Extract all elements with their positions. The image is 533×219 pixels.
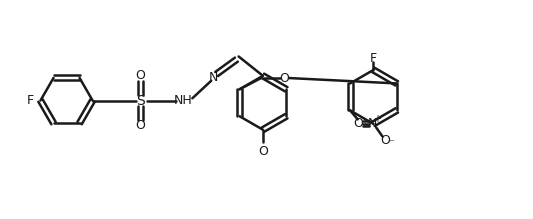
Text: O: O xyxy=(258,145,268,158)
Text: O: O xyxy=(136,69,146,82)
Text: O: O xyxy=(380,134,390,147)
Text: N: N xyxy=(209,71,218,84)
Text: N: N xyxy=(368,117,377,130)
Text: O: O xyxy=(353,117,363,130)
Text: +: + xyxy=(374,114,382,124)
Text: O: O xyxy=(279,72,289,85)
Text: ⁻: ⁻ xyxy=(389,138,394,148)
Text: S: S xyxy=(136,94,145,108)
Text: F: F xyxy=(27,94,34,107)
Text: F: F xyxy=(370,52,377,65)
Text: NH: NH xyxy=(174,94,193,107)
Text: O: O xyxy=(136,119,146,132)
